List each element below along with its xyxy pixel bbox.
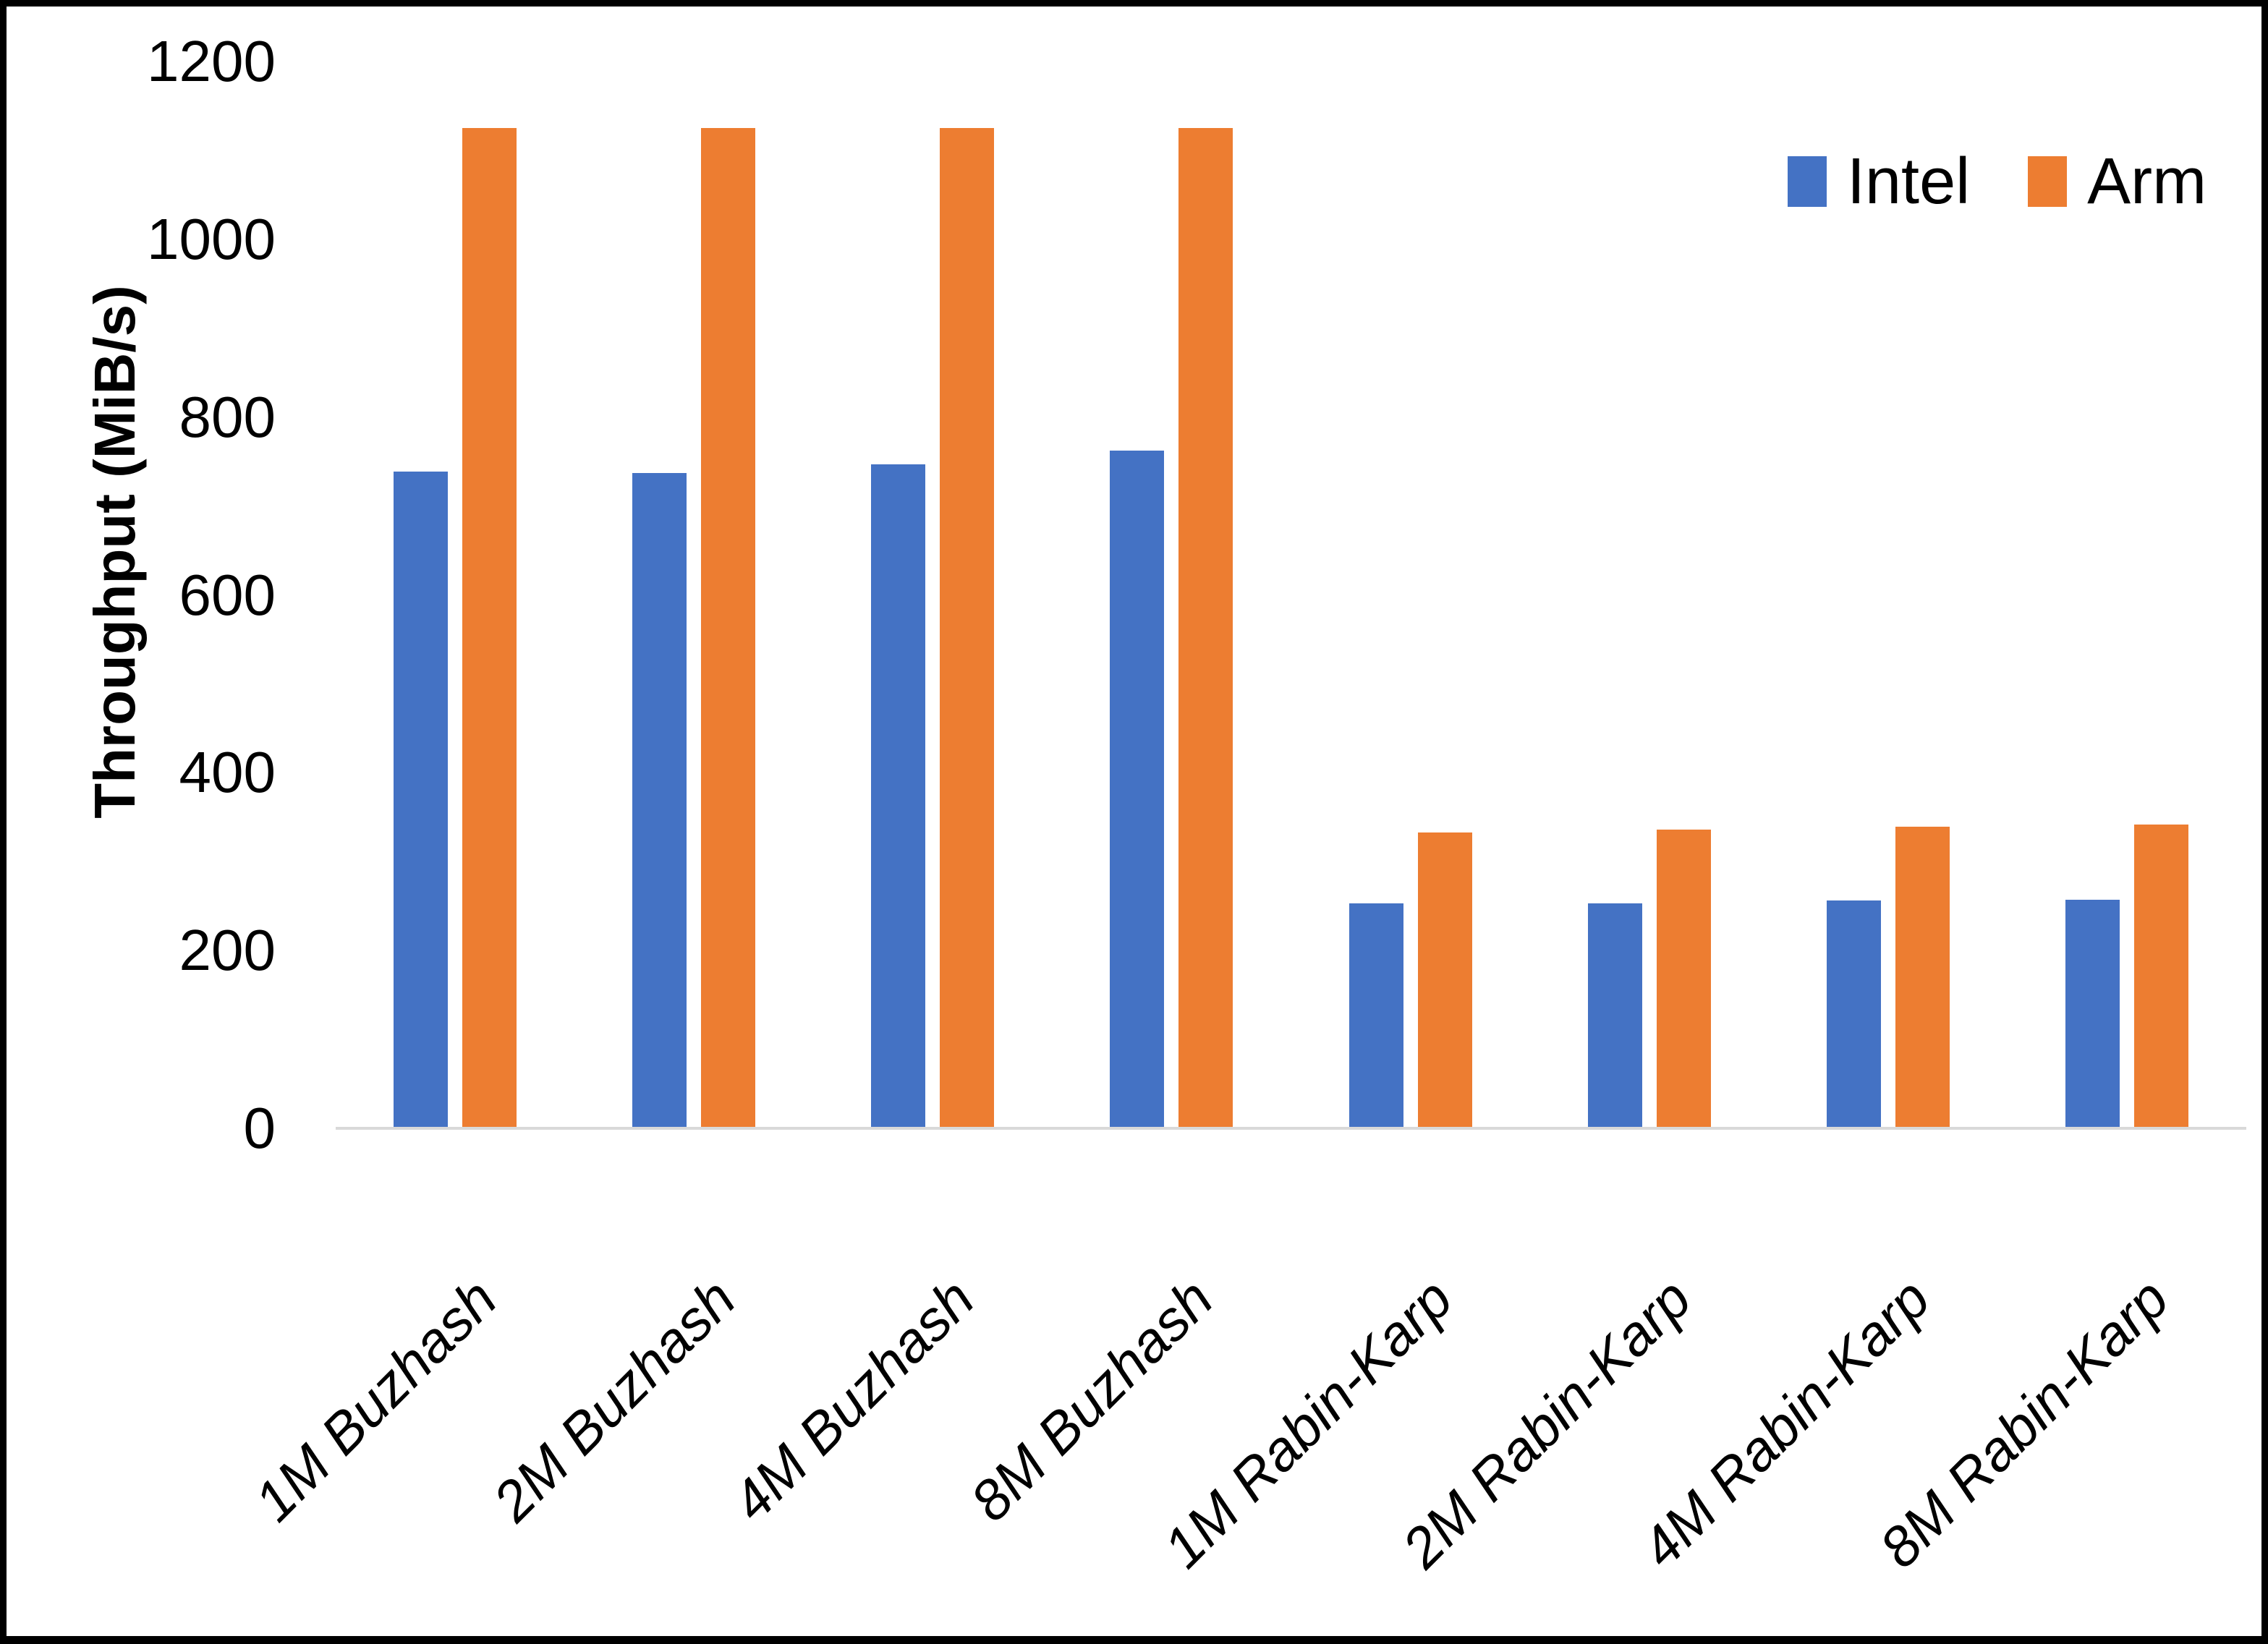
x-axis-line bbox=[336, 1127, 2246, 1130]
bar-intel-1 bbox=[394, 472, 448, 1128]
legend-swatch-intel bbox=[1788, 156, 1827, 207]
bar-intel-5 bbox=[1349, 903, 1403, 1128]
bar-arm-4 bbox=[1178, 128, 1233, 1128]
legend-label-arm: Arm bbox=[2087, 145, 2207, 218]
y-axis-tick-label: 200 bbox=[179, 918, 276, 982]
bar-arm-6 bbox=[1657, 830, 1711, 1128]
bar-intel-7 bbox=[1827, 900, 1881, 1128]
y-axis-tick-label: 600 bbox=[179, 563, 276, 627]
legend-swatch-arm bbox=[2028, 156, 2068, 207]
plot-area: Throughput (MiB/s) 0 200 400 600 800 1000 1200… bbox=[7, 7, 2261, 1636]
bar-intel-8 bbox=[2065, 900, 2120, 1128]
y-axis-tick-label: 1200 bbox=[147, 29, 276, 93]
bar-intel-2 bbox=[632, 473, 687, 1128]
bar-intel-4 bbox=[1110, 451, 1164, 1128]
bar-arm-5 bbox=[1418, 832, 1472, 1128]
y-axis-tick-label: 1000 bbox=[147, 207, 276, 271]
bar-arm-3 bbox=[940, 128, 994, 1128]
bar-arm-8 bbox=[2134, 825, 2188, 1128]
legend: Intel Arm bbox=[1788, 144, 2207, 219]
y-axis-tick-label: 800 bbox=[179, 385, 276, 449]
bar-arm-7 bbox=[1895, 827, 1950, 1128]
legend-item-arm: Arm bbox=[2028, 144, 2207, 219]
y-axis-tick-label: 400 bbox=[179, 740, 276, 804]
bar-arm-2 bbox=[701, 128, 755, 1128]
bar-intel-6 bbox=[1588, 903, 1642, 1128]
x-axis-category-label: 8M Rabin-Karp bbox=[1867, 1266, 2181, 1580]
y-axis-tick-label: 0 bbox=[243, 1096, 276, 1160]
bar-arm-1 bbox=[462, 128, 517, 1128]
bar-intel-3 bbox=[871, 464, 925, 1128]
legend-item-intel: Intel bbox=[1788, 144, 1970, 219]
legend-label-intel: Intel bbox=[1847, 145, 1971, 218]
